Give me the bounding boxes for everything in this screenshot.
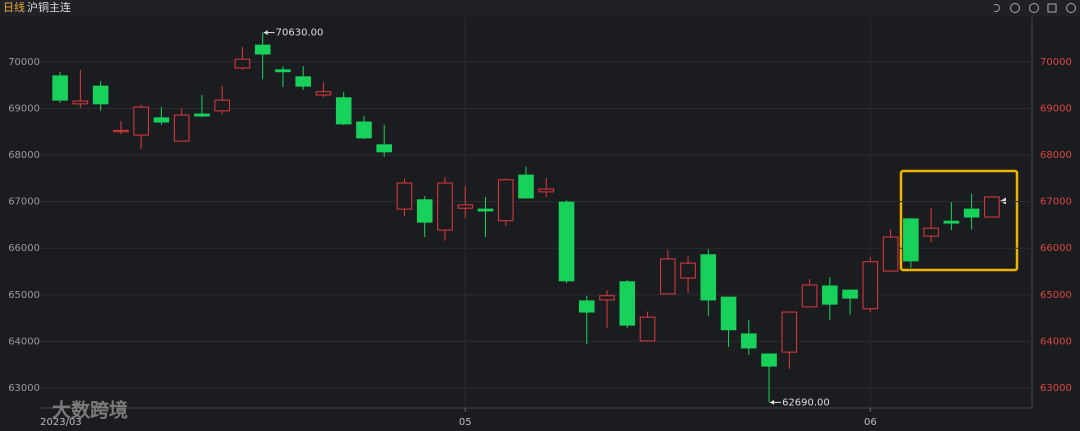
y-tick-label: 65000 — [8, 290, 40, 301]
candle-body — [92, 85, 109, 105]
candle-body — [943, 220, 960, 224]
candle-body — [356, 121, 372, 139]
candle-body — [295, 76, 311, 87]
candle-body — [923, 227, 939, 237]
candle-body — [234, 58, 251, 69]
period-label: 日线 — [3, 0, 25, 14]
candle-body — [275, 69, 291, 73]
x-tick-label: 06 — [864, 417, 877, 428]
x-tick-label: 05 — [459, 417, 472, 428]
y2-tick-label: 68000 — [1040, 150, 1072, 161]
candle-body — [113, 129, 129, 133]
candle-body — [761, 353, 777, 367]
y2-tick-label: 69000 — [1040, 103, 1072, 114]
candle-body — [457, 204, 474, 209]
price-marker — [1000, 197, 1006, 205]
candle-body — [801, 284, 818, 308]
y2-tick-label: 65000 — [1040, 290, 1072, 301]
candle-body — [558, 201, 575, 282]
candle-body — [680, 262, 696, 279]
candle-body — [214, 99, 230, 112]
candle-body — [619, 281, 636, 326]
annotation: 70630.00 — [276, 28, 324, 39]
candle-body — [72, 100, 89, 105]
candle-body — [903, 218, 919, 262]
candle-body — [52, 75, 68, 101]
annotation-arrowhead — [263, 30, 268, 36]
candle-body — [538, 188, 555, 193]
y-tick-label: 68000 — [8, 150, 40, 161]
highlight-box — [899, 169, 1019, 272]
candle-body — [315, 91, 332, 96]
undo-icon[interactable] — [993, 4, 1000, 12]
watermark: 大数跨境 — [52, 399, 128, 422]
y2-tick-label: 70000 — [1040, 57, 1072, 68]
candle-body — [659, 258, 676, 295]
candle-body — [822, 285, 838, 305]
zoom-out-icon[interactable] — [1029, 3, 1039, 13]
y2-tick-label: 64000 — [1040, 336, 1072, 347]
candle-body — [335, 97, 352, 125]
candle-body — [133, 106, 149, 136]
candle-body — [842, 289, 858, 299]
settings-icon[interactable] — [1066, 3, 1076, 13]
candle-body — [741, 333, 757, 349]
candle-body — [984, 196, 1000, 218]
top-bar — [0, 0, 1080, 17]
candle-body — [882, 236, 899, 272]
candle-body — [254, 44, 271, 55]
candle-body — [862, 261, 879, 310]
candle-body — [376, 144, 393, 153]
candle-body — [781, 311, 798, 353]
toolbar[interactable] — [993, 3, 1076, 13]
candle-body — [497, 179, 514, 222]
y-tick-label: 64000 — [8, 336, 40, 347]
candle-body — [700, 254, 717, 301]
symbol-label: 沪铜主连 — [27, 0, 71, 14]
annotation-arrowhead — [770, 399, 775, 405]
candle-body — [173, 114, 190, 142]
candle-body — [599, 295, 615, 301]
y-tick-label: 67000 — [8, 197, 40, 208]
candle-body — [396, 182, 413, 210]
candle-body — [639, 316, 656, 342]
y-tick-label: 63000 — [8, 383, 40, 394]
x-tick-label: 2023/03 — [40, 417, 82, 428]
candle-body — [153, 117, 170, 123]
candle-body — [720, 296, 737, 331]
candle-body — [477, 208, 494, 212]
candle-body — [963, 208, 980, 218]
y-tick-label: 69000 — [8, 103, 40, 114]
candle-body — [416, 199, 433, 223]
candle-body — [578, 300, 595, 313]
window-icon[interactable] — [1047, 3, 1057, 13]
y2-tick-label: 67000 — [1040, 197, 1072, 208]
annotation: 62690.00 — [782, 397, 830, 408]
y2-tick-label: 66000 — [1040, 243, 1072, 254]
candle-body — [194, 113, 210, 117]
zoom-in-icon[interactable] — [1010, 3, 1020, 13]
candle-body — [437, 182, 453, 231]
y2-tick-label: 63000 — [1040, 383, 1072, 394]
y-tick-label: 70000 — [8, 57, 40, 68]
candle-body — [518, 174, 534, 199]
y-tick-label: 66000 — [8, 243, 40, 254]
